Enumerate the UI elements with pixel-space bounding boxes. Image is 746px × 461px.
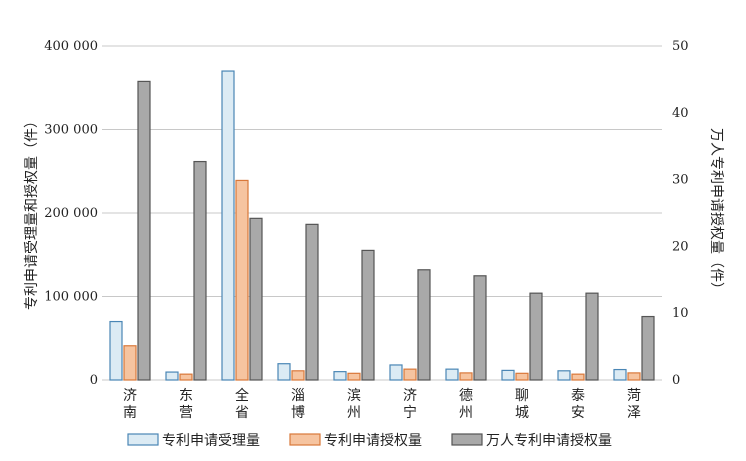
category-label: 南: [123, 405, 137, 421]
bar-series-1: [557, 370, 571, 381]
bar-series-1: [165, 371, 179, 381]
bar-series-3: [193, 160, 207, 381]
right-tick-label: 50: [672, 39, 689, 54]
bar-series-2: [123, 345, 137, 381]
category-label: 泽: [627, 405, 641, 421]
bar-series-3: [249, 217, 263, 381]
bar-series-1: [333, 371, 347, 381]
legend-swatch: [289, 433, 321, 446]
category-label: 德: [459, 388, 473, 404]
right-tick-label: 40: [672, 106, 689, 121]
category-label: 济: [403, 388, 417, 404]
bar-series-2: [235, 179, 249, 381]
category-label: 省: [235, 405, 249, 421]
bar-series-1: [109, 320, 123, 381]
bar-series-3: [473, 275, 487, 381]
category-label: 安: [571, 405, 585, 421]
category-label: 淄: [291, 388, 305, 404]
bar-series-1: [445, 368, 459, 381]
legend: 专利申请受理量 专利申请授权量 万人专利申请授权量: [127, 433, 612, 449]
left-tick-label: 200 000: [44, 206, 98, 221]
gridlines: [102, 45, 662, 381]
category-label: 博: [291, 404, 305, 421]
bar-series-2: [571, 373, 585, 381]
category-label: 菏: [627, 388, 641, 404]
bar-series-3: [305, 223, 319, 381]
bar-series-2: [459, 372, 473, 381]
left-axis-title: 专利申请受理量和授权量（件）: [24, 114, 40, 310]
right-tick-label: 10: [672, 306, 689, 321]
category-label: 州: [459, 405, 473, 421]
category-label: 济: [123, 388, 137, 404]
bar-series-2: [179, 373, 193, 381]
right-tick-label: 20: [672, 239, 689, 254]
category-label: 滨: [347, 388, 361, 404]
category-label: 泰: [571, 388, 585, 404]
legend-swatch: [451, 433, 483, 446]
right-tick-label: 30: [672, 173, 689, 188]
right-axis-title: 万人专利申请授权量（件）: [708, 128, 724, 296]
left-axis-ticks: 0 100 000 200 000 300 000 400 000: [44, 39, 98, 388]
bar-series-2: [403, 368, 417, 381]
right-tick-label: 0: [672, 373, 680, 388]
category-label: 全: [235, 387, 249, 404]
category-label: 州: [347, 405, 361, 421]
bar-series-1: [389, 364, 403, 381]
bar-series-3: [585, 292, 599, 381]
left-tick-label: 300 000: [44, 123, 98, 138]
bar-series-2: [627, 372, 641, 381]
bar-series-2: [291, 370, 305, 381]
legend-swatch: [127, 433, 159, 446]
left-tick-label: 400 000: [44, 39, 98, 54]
left-tick-label: 100 000: [44, 290, 98, 305]
legend-label: 万人专利申请授权量: [486, 433, 612, 449]
left-tick-label: 0: [90, 373, 98, 388]
bar-series-1: [613, 368, 627, 381]
bar-series-3: [641, 315, 655, 381]
bar-series-1: [221, 70, 235, 381]
legend-label: 专利申请受理量: [162, 433, 260, 449]
bar-series-2: [347, 372, 361, 381]
bar-series-3: [137, 80, 151, 381]
bar-series-3: [417, 269, 431, 381]
right-axis-ticks: 0 10 20 30 40 50: [672, 39, 689, 388]
bar-series-1: [501, 369, 515, 381]
bar-series-3: [361, 249, 375, 381]
category-label: 城: [515, 405, 529, 421]
bar-series-1: [277, 363, 291, 381]
category-label: 聊: [515, 388, 529, 404]
bars: [109, 70, 655, 381]
category-label: 东: [179, 388, 193, 404]
bar-series-2: [515, 372, 529, 381]
bar-series-3: [529, 292, 543, 381]
legend-label: 专利申请授权量: [324, 433, 422, 449]
category-label: 宁: [403, 404, 417, 421]
category-label: 营: [179, 405, 193, 421]
